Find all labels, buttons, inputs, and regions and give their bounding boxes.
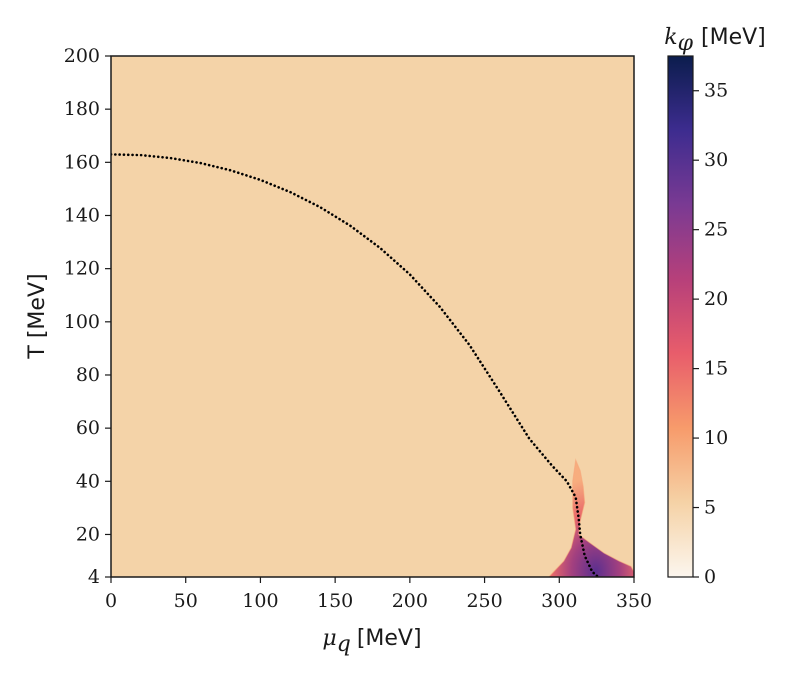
x-axis-label-subscript: q	[337, 632, 351, 657]
y-tick-label: 180	[64, 98, 100, 120]
x-tick-label: 350	[616, 590, 652, 612]
heatmap-hot-region	[548, 458, 634, 577]
colorbar-tick-label: 10	[704, 427, 728, 449]
colorbar-label: kφ [MeV]	[664, 25, 765, 56]
y-tick-label: 40	[76, 470, 100, 492]
x-axis-label-unit: [MeV]	[357, 626, 422, 651]
colorbar-tick-label: 15	[704, 358, 728, 380]
colorbar-label-subscript: φ	[678, 31, 694, 56]
x-tick-label: 0	[105, 590, 117, 612]
x-tick-label: 300	[541, 590, 577, 612]
plot-frame	[110, 55, 635, 578]
x-axis: 0 50 100 150 200 250 300 350	[105, 577, 652, 612]
colorbar-label-symbol: k	[664, 25, 677, 50]
y-tick-label: 160	[64, 151, 100, 173]
y-tick-label: 120	[64, 258, 100, 280]
y-tick-label: 80	[76, 364, 100, 386]
phase-boundary-line	[111, 153, 600, 577]
y-tick-label: 60	[76, 417, 100, 439]
colorbar-tick-label: 5	[704, 497, 716, 519]
plot-area	[110, 55, 635, 578]
y-tick-label: 4	[88, 566, 100, 588]
y-tick-label: 200	[64, 45, 100, 67]
colorbar: 0 5 10 15 20 25 30 35	[667, 55, 728, 588]
colorbar-gradient	[667, 55, 694, 578]
colorbar-tick-label: 35	[704, 80, 728, 102]
colorbar-tick-label: 20	[704, 288, 728, 310]
y-tick-label: 20	[76, 523, 100, 545]
x-axis-label-symbol: μ	[322, 626, 336, 651]
colorbar-tick-label: 30	[704, 149, 728, 171]
x-tick-label: 150	[317, 590, 353, 612]
x-tick-label: 250	[466, 590, 502, 612]
y-axis-label: T [MeV]	[25, 273, 50, 359]
heatmap-background	[111, 56, 634, 577]
colorbar-label-unit: [MeV]	[701, 25, 766, 50]
x-tick-label: 100	[242, 590, 278, 612]
y-tick-label: 140	[64, 204, 100, 226]
x-tick-label: 200	[392, 590, 428, 612]
y-axis: 4 20 40 60 80 100 120 140 160 180 200	[64, 45, 111, 588]
x-tick-label: 50	[174, 590, 198, 612]
colorbar-tick-label: 0	[704, 566, 716, 588]
colorbar-tick-label: 25	[704, 219, 728, 241]
y-tick-label: 100	[64, 311, 100, 333]
x-axis-label: μq [MeV]	[322, 626, 421, 657]
